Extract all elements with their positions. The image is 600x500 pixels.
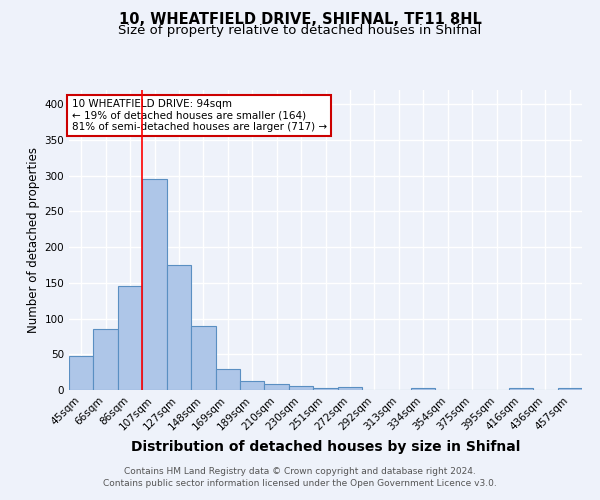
Bar <box>557 388 582 390</box>
Bar <box>338 387 362 390</box>
Bar <box>167 265 191 390</box>
Bar <box>215 368 240 390</box>
Text: Contains HM Land Registry data © Crown copyright and database right 2024.
Contai: Contains HM Land Registry data © Crown c… <box>103 466 497 487</box>
Text: Size of property relative to detached houses in Shifnal: Size of property relative to detached ho… <box>118 24 482 37</box>
Bar <box>240 380 265 390</box>
Bar <box>142 178 167 390</box>
Bar <box>191 326 215 390</box>
Bar <box>94 328 118 390</box>
Text: 10 WHEATFIELD DRIVE: 94sqm
← 19% of detached houses are smaller (164)
81% of sem: 10 WHEATFIELD DRIVE: 94sqm ← 19% of deta… <box>71 99 326 132</box>
Bar <box>411 388 436 390</box>
Bar <box>289 386 313 390</box>
Bar <box>69 356 94 390</box>
X-axis label: Distribution of detached houses by size in Shifnal: Distribution of detached houses by size … <box>131 440 520 454</box>
Bar <box>118 286 142 390</box>
Text: 10, WHEATFIELD DRIVE, SHIFNAL, TF11 8HL: 10, WHEATFIELD DRIVE, SHIFNAL, TF11 8HL <box>119 12 481 28</box>
Y-axis label: Number of detached properties: Number of detached properties <box>27 147 40 333</box>
Bar <box>509 388 533 390</box>
Bar <box>313 388 338 390</box>
Bar <box>265 384 289 390</box>
